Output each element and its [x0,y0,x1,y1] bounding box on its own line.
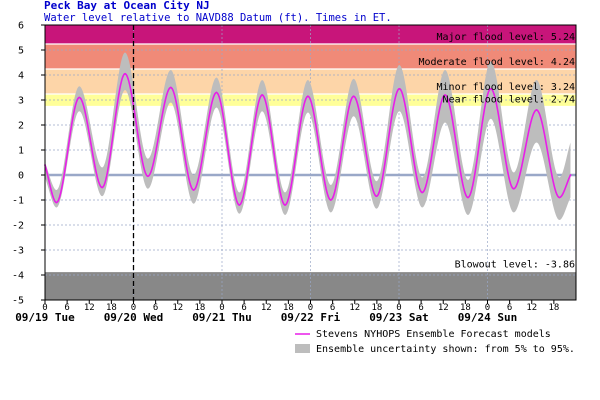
legend-label-uncertainty: Ensemble uncertainty shown: from 5% to 9… [316,344,575,355]
x-hour-label-42: 18 [194,303,205,313]
forecast-point-18 [444,94,446,96]
forecast-point-21 [512,187,515,190]
forecast-point-7 [192,189,195,191]
x-hour-label-54: 6 [241,303,246,313]
legend-swatch-uncertainty [295,344,310,353]
forecast-point-22 [535,109,538,111]
x-hour-label-138: 18 [548,303,559,313]
x-hour-label-108: 12 [438,303,449,313]
forecast-point-16 [398,87,401,90]
forecast-point-15 [375,195,378,198]
threshold-label-2: Minor flood level: 3.24 [437,82,575,93]
y-tick-label-1: 5 [18,46,24,57]
threshold-label-1: Moderate flood level: 4.24 [418,57,575,68]
forecast-point-4 [124,72,126,75]
forecast-point-9 [238,204,241,206]
x-hour-label-66: 18 [283,303,294,313]
uncertainty-band [45,52,571,220]
x-hour-label-6: 6 [64,303,69,313]
x-hour-label-120: 0 [485,303,490,313]
x-day-label-2: 09/21 Thu [192,311,252,324]
forecast-point-17 [421,191,424,194]
x-hour-label-30: 6 [153,303,158,313]
forecast-point-10 [261,94,264,96]
threshold-labels: Major flood level: 5.24 Moderate flood le… [418,32,575,271]
y-tick-label-2: 4 [18,71,24,82]
forecast-line-layer [44,72,572,206]
y-tick-label-7: -1 [12,196,24,207]
forecast-point-24 [569,174,572,176]
x-hour-label-102: 6 [418,303,423,313]
x-hour-label-0: 0 [42,303,47,313]
forecast-point-3 [101,186,104,189]
y-tick-label-10: -4 [12,271,24,282]
x-hour-label-90: 18 [371,303,382,313]
forecast-point-19 [467,196,469,199]
forecast-point-5 [146,175,149,178]
forecast-point-13 [329,199,332,201]
x-hour-label-84: 12 [349,303,360,313]
legend-label-forecast: Stevens NYHOPS Ensemble Forecast models [316,329,551,340]
x-day-label-0: 09/19 Tue [15,311,75,324]
forecast-point-8 [215,91,218,94]
chart-title: Peck Bay at Ocean City NJ [44,0,210,12]
flood-zone-1 [45,44,576,69]
threshold-label-3: Near flood level: 2.74 [443,95,575,106]
x-hour-label-114: 18 [460,303,471,313]
x-hour-label-18: 18 [106,303,117,313]
x-hour-label-132: 12 [526,303,537,313]
y-tick-label-9: -3 [12,246,24,257]
threshold-label-0: Major flood level: 5.24 [437,32,575,43]
x-day-label-5: 09/24 Sun [458,311,518,324]
forecast-point-11 [284,204,286,206]
forecast-point-23 [558,196,561,199]
y-tick-label-5: 1 [18,146,24,157]
x-hour-label-96: 0 [396,303,401,313]
x-hour-label-48: 0 [219,303,224,313]
y-tick-label-8: -2 [12,221,24,232]
x-hour-label-72: 0 [308,303,313,313]
forecast-point-6 [169,86,172,89]
forecast-point-1 [55,201,58,204]
chart-subtitle: Water level relative to NAVD88 Datum (ft… [44,12,392,24]
x-day-label-4: 09/23 Sat [369,311,429,324]
y-tick-label-6: 0 [18,171,24,182]
y-tick-label-0: 6 [18,21,24,32]
x-hour-label-12: 12 [84,303,95,313]
axes: 6 5 4 3 2 1 0 -1 -2 -3 -4 -5 0 6 12 18 0 6 12 18 0 6 12 18 0 6 12 1… [12,21,577,324]
legend: Stevens NYHOPS Ensemble Forecast models E… [295,329,575,355]
forecast-point-12 [307,95,309,98]
x-hour-label-126: 6 [507,303,512,313]
y-tick-label-4: 2 [18,121,24,132]
forecast-point-20 [489,87,492,90]
y-tick-label-11: -5 [12,296,24,307]
uncertainty-band-layer [45,52,571,220]
forecast-point-2 [78,96,81,99]
x-hour-label-24: 0 [131,303,136,313]
threshold-label-4: Blowout level: -3.86 [455,260,575,271]
x-day-label-3: 09/22 Fri [281,311,341,324]
x-day-label-1: 09/20 Wed [104,311,164,324]
x-hour-label-36: 12 [172,303,183,313]
x-hour-label-60: 12 [261,303,272,313]
x-hour-label-78: 6 [330,303,335,313]
forecast-point-14 [352,95,355,98]
y-tick-label-3: 3 [18,96,24,107]
